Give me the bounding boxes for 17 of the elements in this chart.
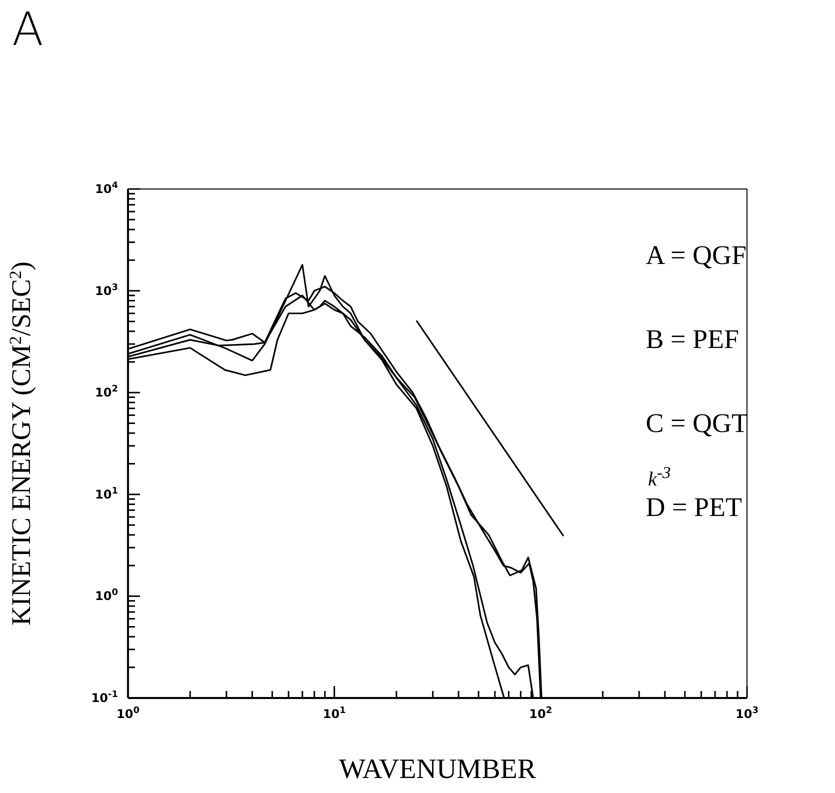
y-tick-label: 10$^{4}$ [95, 181, 118, 196]
text: C = QGT [646, 408, 748, 438]
x-tick-label: 10$^{2}$ [529, 706, 552, 721]
x-axis-title: WAVENUMBER [338, 754, 536, 785]
annotation: k$^{-3}$ [648, 463, 671, 492]
text: A = QGF [646, 239, 748, 272]
y-tick-label: 10$^{2}$ [95, 384, 118, 400]
text: B = PEF [646, 323, 740, 356]
x-tick-label: 10$^{0}$ [116, 706, 140, 721]
y-tick-label: 10$^{1}$ [95, 486, 118, 502]
text: A [12, 2, 44, 56]
y-tick-label: 10$^{-1}$ [91, 690, 118, 705]
y-tick-label: 10$^{0}$ [95, 588, 118, 604]
x-tick-label: 10$^{1}$ [322, 706, 346, 721]
x-tick-label: 10$^{3}$ [736, 706, 758, 721]
y-tick-label: 10$^{3}$ [95, 282, 118, 298]
text: D = PET [646, 492, 742, 522]
